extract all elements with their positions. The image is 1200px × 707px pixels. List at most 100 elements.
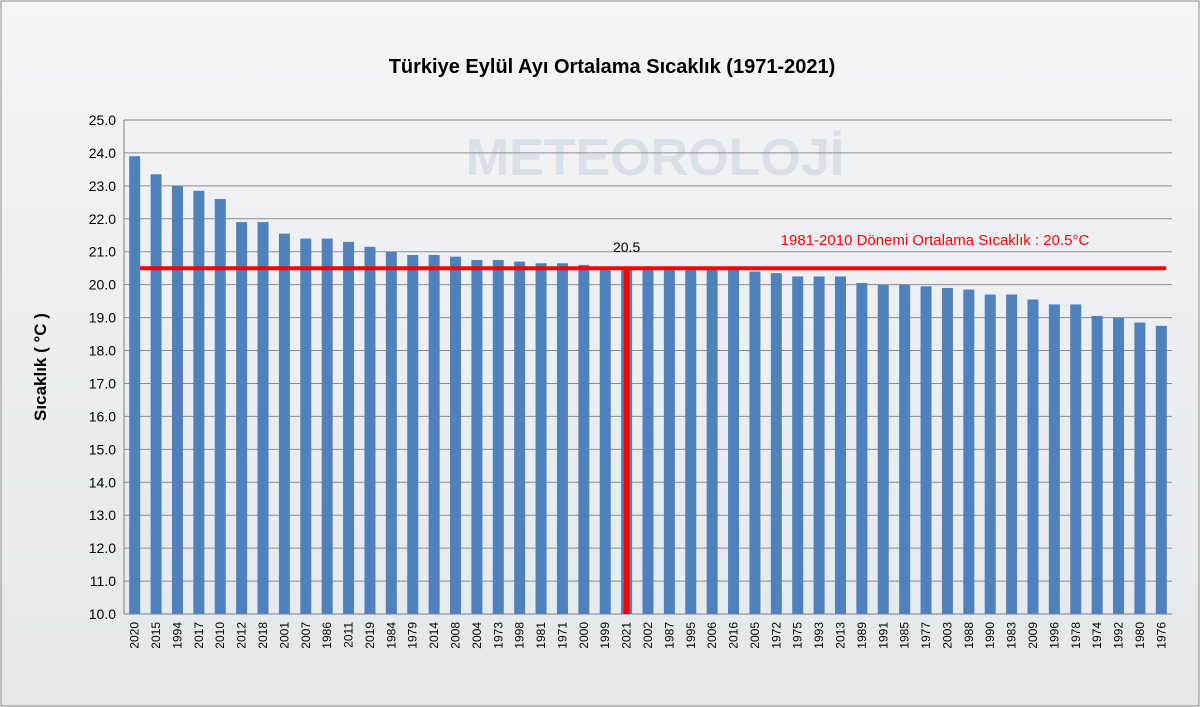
bar bbox=[1155, 325, 1167, 614]
x-tick-label: 1975 bbox=[791, 622, 805, 649]
x-tick-label: 1985 bbox=[898, 622, 912, 649]
bar bbox=[407, 255, 419, 614]
x-tick-label: 1987 bbox=[662, 622, 676, 649]
bar bbox=[963, 289, 975, 614]
bar bbox=[129, 156, 141, 614]
y-tick-label: 12.0 bbox=[89, 540, 116, 556]
x-tick-label: 1972 bbox=[769, 622, 783, 649]
x-tick-label: 1992 bbox=[1112, 622, 1126, 649]
x-tick-label: 2006 bbox=[705, 622, 719, 649]
bar bbox=[236, 222, 248, 615]
x-tick-label: 1998 bbox=[513, 622, 527, 649]
x-tick-label: 1989 bbox=[855, 622, 869, 649]
x-tick-label: 1991 bbox=[876, 622, 890, 649]
bar bbox=[685, 268, 697, 614]
x-tick-label: 2011 bbox=[342, 622, 356, 648]
watermark: METEOROLOJİ bbox=[466, 129, 844, 187]
y-tick-label: 22.0 bbox=[89, 211, 116, 227]
bar bbox=[450, 256, 462, 614]
x-tick-label: 2004 bbox=[470, 622, 484, 649]
x-tick-label: 1979 bbox=[406, 622, 420, 649]
bar bbox=[920, 286, 932, 614]
bar bbox=[343, 241, 355, 614]
bar bbox=[257, 222, 269, 615]
y-tick-label: 19.0 bbox=[89, 310, 116, 326]
x-tick-label: 2008 bbox=[449, 622, 463, 649]
bar bbox=[749, 271, 761, 614]
x-tick-label: 1973 bbox=[491, 622, 505, 649]
y-tick-label: 24.0 bbox=[89, 145, 116, 161]
bar bbox=[856, 283, 868, 614]
x-tick-label: 2012 bbox=[235, 622, 249, 649]
bar bbox=[813, 276, 825, 614]
bar bbox=[984, 294, 996, 614]
bar bbox=[385, 251, 397, 614]
bar bbox=[877, 284, 889, 614]
x-tick-label: 1976 bbox=[1154, 622, 1168, 649]
x-tick-label: 1978 bbox=[1069, 622, 1083, 649]
bar bbox=[663, 268, 675, 614]
chart-title: Türkiye Eylül Ayı Ortalama Sıcaklık (197… bbox=[389, 56, 836, 78]
x-tick-label: 2001 bbox=[277, 622, 291, 649]
bar bbox=[535, 263, 547, 614]
bar bbox=[578, 264, 590, 614]
bar bbox=[728, 269, 740, 614]
y-tick-label: 21.0 bbox=[89, 244, 116, 260]
y-tick-label: 18.0 bbox=[89, 343, 116, 359]
x-tick-label: 1996 bbox=[1047, 622, 1061, 649]
bar bbox=[150, 174, 162, 614]
x-tick-label: 1971 bbox=[555, 622, 569, 649]
y-tick-label: 25.0 bbox=[89, 112, 116, 128]
bar bbox=[1070, 304, 1082, 614]
x-tick-label: 1999 bbox=[598, 622, 612, 649]
x-tick-label: 2014 bbox=[427, 622, 441, 649]
x-tick-label: 2013 bbox=[833, 622, 847, 649]
x-tick-label: 2010 bbox=[213, 622, 227, 649]
x-tick-label: 2016 bbox=[727, 622, 741, 649]
x-tick-label: 1986 bbox=[320, 622, 334, 649]
x-tick-label: 2009 bbox=[1026, 622, 1040, 649]
bar bbox=[1113, 317, 1125, 614]
bar bbox=[899, 284, 911, 614]
x-tick-label: 1993 bbox=[812, 622, 826, 649]
bar bbox=[941, 287, 953, 614]
bar bbox=[193, 190, 205, 614]
bar bbox=[642, 268, 654, 614]
x-tick-label: 2020 bbox=[128, 622, 142, 649]
y-tick-label: 15.0 bbox=[89, 441, 116, 457]
x-tick-label: 1984 bbox=[384, 622, 398, 649]
bar bbox=[706, 269, 718, 614]
x-tick-label: 2007 bbox=[299, 622, 313, 649]
y-tick-label: 13.0 bbox=[89, 507, 116, 523]
bar bbox=[492, 259, 504, 614]
highlight-label: 20.5 bbox=[613, 239, 640, 255]
x-tick-label: 2015 bbox=[149, 622, 163, 649]
bar bbox=[1091, 315, 1103, 614]
bar bbox=[364, 246, 376, 614]
y-tick-label: 14.0 bbox=[89, 474, 116, 490]
x-tick-label: 2021 bbox=[620, 622, 634, 649]
x-tick-label: 2005 bbox=[748, 622, 762, 649]
x-tick-label: 2000 bbox=[577, 622, 591, 649]
bar bbox=[834, 276, 846, 614]
bar bbox=[300, 238, 312, 614]
reference-label: 1981-2010 Dönemi Ortalama Sıcaklık : 20.… bbox=[781, 232, 1090, 249]
x-tick-label: 2003 bbox=[940, 622, 954, 649]
bar bbox=[1048, 304, 1060, 614]
bar bbox=[1027, 299, 1039, 614]
bar bbox=[1006, 294, 1018, 614]
bar bbox=[770, 273, 782, 614]
bar bbox=[471, 259, 483, 614]
bar bbox=[171, 185, 183, 614]
x-tick-label: 1983 bbox=[1005, 622, 1019, 649]
y-tick-label: 11.0 bbox=[90, 573, 116, 589]
x-tick-label: 2017 bbox=[192, 622, 206, 649]
x-tick-label: 1988 bbox=[962, 622, 976, 649]
bar bbox=[278, 233, 290, 614]
x-tick-label: 1995 bbox=[684, 622, 698, 649]
x-tick-label: 2002 bbox=[641, 622, 655, 649]
y-tick-label: 16.0 bbox=[89, 408, 116, 424]
y-tick-label: 20.0 bbox=[89, 277, 116, 293]
bar bbox=[214, 199, 226, 615]
